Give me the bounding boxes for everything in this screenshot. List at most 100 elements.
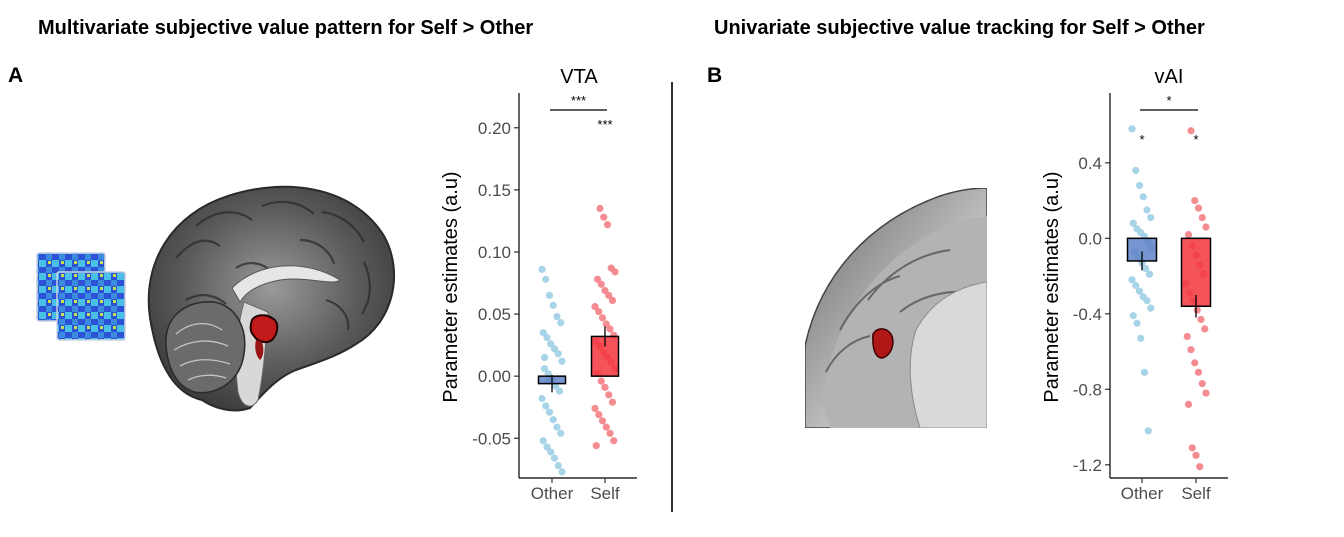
annotations: * * * <box>1139 93 1198 147</box>
figure-title-left: Multivariate subjective value pattern fo… <box>38 17 534 39</box>
y-tick-label: 0.4 <box>1078 154 1102 173</box>
data-point <box>1184 400 1193 408</box>
data-points <box>1128 125 1210 471</box>
data-point <box>547 448 555 456</box>
axial-slice-icon <box>805 188 987 428</box>
x-tick-label: Other <box>1121 484 1164 503</box>
data-point <box>545 408 554 416</box>
data-point <box>1128 276 1136 284</box>
data-point <box>1139 193 1147 201</box>
y-tick-label: 0.05 <box>478 305 511 324</box>
data-point <box>591 404 599 413</box>
data-point <box>543 334 551 342</box>
data-point <box>553 312 561 321</box>
data-point <box>595 411 603 419</box>
data-point <box>558 357 566 365</box>
y-tick-label: -0.4 <box>1073 305 1102 324</box>
data-point <box>600 213 608 221</box>
data-point <box>539 437 547 445</box>
data-point <box>1202 223 1210 231</box>
data-point <box>554 461 562 470</box>
data-point <box>1145 270 1154 278</box>
data-point <box>1193 306 1201 314</box>
data-point <box>1198 380 1206 388</box>
data-point <box>593 275 602 283</box>
data-point <box>598 417 607 425</box>
y-axis-label: Parameter estimates (a.u) <box>440 171 462 402</box>
data-point <box>597 377 605 385</box>
data-point <box>554 350 562 358</box>
data-point <box>553 423 561 431</box>
data-point <box>1194 204 1203 212</box>
panel-label-a: A <box>8 64 24 87</box>
data-point <box>602 320 610 328</box>
data-point <box>592 442 600 450</box>
data-point <box>1197 315 1205 324</box>
data-point <box>550 345 559 353</box>
data-point <box>603 221 612 229</box>
data-point <box>605 291 613 300</box>
chart-title: VTA <box>560 66 598 88</box>
x-tick-label: Other <box>531 484 574 503</box>
significance-label: * <box>1166 93 1171 108</box>
chart-title: vAI <box>1155 66 1184 88</box>
data-point <box>591 303 599 311</box>
data-point <box>540 365 549 373</box>
data-point <box>1140 368 1149 376</box>
data-point <box>602 423 610 431</box>
data-point <box>597 280 605 288</box>
data-point <box>538 394 546 403</box>
data-point <box>549 301 557 309</box>
data-point <box>557 319 565 327</box>
pattern-icon <box>36 252 126 341</box>
data-point <box>1196 463 1204 471</box>
significance-label: *** <box>571 93 586 108</box>
y-tick-label: 0.00 <box>478 367 511 386</box>
data-point <box>598 314 607 322</box>
data-point <box>1132 166 1140 174</box>
axes <box>1109 93 1228 483</box>
data-point <box>542 402 550 410</box>
x-tick-label: Self <box>590 484 620 503</box>
data-point <box>1143 206 1151 214</box>
data-point <box>1202 389 1210 397</box>
data-point <box>1144 427 1152 435</box>
data-point <box>610 437 618 445</box>
y-tick-label: 0.0 <box>1078 229 1102 248</box>
data-point <box>596 204 604 213</box>
data-point <box>538 265 546 273</box>
data-point <box>1135 181 1144 190</box>
data-point <box>557 429 565 437</box>
data-point <box>1147 213 1155 222</box>
data-point <box>550 454 559 462</box>
data-point <box>1128 125 1136 133</box>
annotations: *** *** <box>550 93 613 132</box>
y-axis-ticks: -0.05 0.00 0.05 0.10 0.15 0.20 <box>472 119 519 448</box>
data-point <box>1187 346 1195 354</box>
data-point <box>1142 264 1150 273</box>
data-point <box>1143 296 1151 305</box>
data-point <box>1187 127 1195 135</box>
data-point <box>555 387 564 395</box>
y-tick-label: 0.15 <box>478 181 511 200</box>
data-point <box>1184 230 1193 239</box>
data-point <box>1132 281 1140 290</box>
data-point <box>1191 359 1199 367</box>
data-point <box>1198 213 1206 222</box>
data-point <box>549 416 557 424</box>
data-point <box>606 429 614 437</box>
data-point <box>545 291 554 300</box>
y-axis-label: Parameter estimates (a.u) <box>1041 171 1063 402</box>
sagittal-brain-icon <box>147 185 396 412</box>
data-point <box>601 383 609 391</box>
data-point <box>540 353 549 362</box>
data-point <box>1188 444 1196 452</box>
data-point <box>543 443 551 451</box>
data-point <box>1135 287 1144 295</box>
data-point <box>1147 304 1155 312</box>
data-point <box>605 391 613 399</box>
data-point <box>1183 332 1191 341</box>
